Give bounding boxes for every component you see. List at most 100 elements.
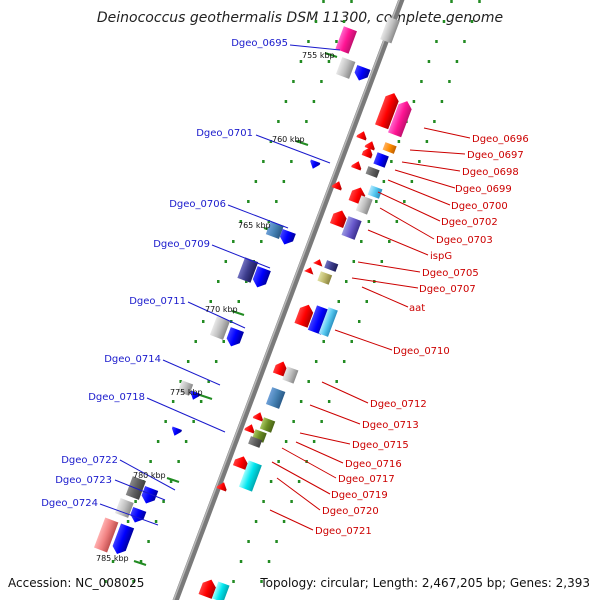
major-tick [166, 477, 180, 483]
gene-block[interactable] [307, 305, 331, 335]
gene-block[interactable] [382, 142, 397, 154]
gene-block[interactable] [364, 139, 377, 151]
gene-block[interactable] [188, 390, 201, 401]
gene-block[interactable] [282, 366, 299, 384]
gene-block[interactable] [170, 426, 182, 437]
gene-label[interactable]: Dgeo_0712 [370, 399, 427, 410]
gene-block[interactable] [329, 208, 349, 228]
tick-mark [367, 220, 371, 223]
gene-block[interactable] [341, 216, 362, 240]
gene-block[interactable] [232, 454, 250, 471]
gene-block[interactable] [335, 57, 356, 79]
gene-label[interactable]: Dgeo_0707 [419, 284, 476, 295]
tick-mark [247, 200, 250, 203]
gene-label[interactable]: Dgeo_0697 [467, 150, 524, 161]
gene-label[interactable]: Dgeo_0706 [169, 199, 226, 210]
gene-label[interactable]: Dgeo_0716 [345, 459, 402, 470]
gene-block[interactable] [252, 410, 265, 422]
gene-label[interactable]: Dgeo_0702 [441, 217, 498, 228]
gene-block[interactable] [388, 99, 414, 138]
tick-mark [277, 120, 280, 123]
gene-block[interactable] [351, 159, 363, 171]
gene-label[interactable]: Dgeo_0699 [455, 184, 512, 195]
gene-block[interactable] [365, 166, 380, 178]
tick-mark [134, 500, 137, 503]
tick-mark [395, 220, 399, 223]
gene-block[interactable] [251, 266, 271, 290]
gene-label[interactable]: Dgeo_0711 [129, 296, 186, 307]
tick-mark [327, 400, 331, 403]
kbp-label: 780 kbp [133, 471, 166, 480]
gene-label[interactable]: ispG [430, 251, 452, 262]
gene-label[interactable]: Dgeo_0724 [41, 498, 98, 509]
gene-block[interactable] [367, 185, 383, 199]
gene-label[interactable]: Dgeo_0696 [472, 134, 529, 145]
gene-block[interactable] [225, 327, 244, 349]
gene-block[interactable] [352, 64, 371, 83]
gene-block[interactable] [265, 387, 286, 409]
gene-block[interactable] [237, 257, 259, 283]
gene-label[interactable]: Dgeo_0703 [436, 235, 493, 246]
tick-mark [162, 500, 165, 503]
gene-block[interactable] [331, 179, 344, 191]
gene-block[interactable] [248, 436, 263, 448]
gene-block[interactable] [209, 316, 231, 340]
kbp-label: 760 kbp [272, 135, 305, 144]
gene-label[interactable]: Dgeo_0710 [393, 346, 450, 357]
gene-label[interactable]: Dgeo_0717 [338, 474, 395, 485]
gene-label[interactable]: Dgeo_0709 [153, 239, 210, 250]
gene-block[interactable] [375, 91, 401, 130]
tick-mark [350, 340, 353, 343]
gene-block[interactable] [198, 577, 218, 599]
gene-label[interactable]: aat [409, 303, 425, 314]
gene-block[interactable] [304, 265, 315, 275]
gene-block[interactable] [324, 260, 339, 272]
tick-mark [478, 0, 481, 3]
gene-block[interactable] [216, 480, 229, 492]
gene-block[interactable] [380, 16, 400, 44]
gene-label[interactable]: Dgeo_0695 [231, 38, 288, 49]
gene-block[interactable] [128, 506, 147, 525]
gene-label[interactable]: Dgeo_0721 [315, 526, 372, 537]
tick-mark [470, 20, 474, 23]
gene-block[interactable] [139, 486, 159, 506]
tick-mark [342, 360, 346, 363]
tick-mark [232, 240, 235, 243]
gene-label[interactable]: Dgeo_0700 [451, 201, 508, 212]
gene-label[interactable]: Dgeo_0698 [462, 167, 519, 178]
gene-block[interactable] [244, 422, 256, 434]
gene-block[interactable] [114, 498, 134, 518]
gene-label[interactable]: Dgeo_0715 [352, 440, 409, 451]
gene-label[interactable]: Dgeo_0723 [55, 475, 112, 486]
gene-block[interactable] [110, 523, 135, 556]
gene-block[interactable] [94, 517, 119, 553]
gene-block[interactable] [308, 159, 321, 170]
tick-mark [327, 60, 331, 63]
gene-block[interactable] [294, 302, 315, 328]
gene-block[interactable] [317, 271, 333, 285]
gene-block[interactable] [356, 129, 368, 141]
gene-label[interactable]: Dgeo_0718 [88, 392, 145, 403]
gene-block[interactable] [272, 359, 289, 377]
gene-label[interactable]: Dgeo_0705 [422, 268, 479, 279]
gene-label[interactable]: Dgeo_0722 [61, 455, 118, 466]
gene-block[interactable] [259, 417, 276, 433]
gene-block[interactable] [313, 257, 324, 267]
gene-block[interactable] [238, 460, 262, 492]
gene-block[interactable] [265, 220, 284, 240]
gene-block[interactable] [211, 581, 230, 600]
tick-mark [314, 20, 318, 23]
gene-label[interactable]: Dgeo_0713 [362, 420, 419, 431]
gene-block[interactable] [355, 195, 373, 215]
gene-block[interactable] [278, 228, 296, 247]
tick-mark [412, 100, 416, 103]
gene-block[interactable] [373, 152, 389, 168]
gene-block[interactable] [361, 146, 375, 159]
gene-block[interactable] [177, 380, 194, 396]
gene-block[interactable] [318, 307, 338, 337]
gene-block[interactable] [335, 26, 357, 54]
gene-label[interactable]: Dgeo_0719 [331, 490, 388, 501]
gene-label[interactable]: Dgeo_0714 [104, 354, 161, 365]
gene-label[interactable]: Dgeo_0720 [322, 506, 379, 517]
gene-label[interactable]: Dgeo_0701 [196, 128, 253, 139]
